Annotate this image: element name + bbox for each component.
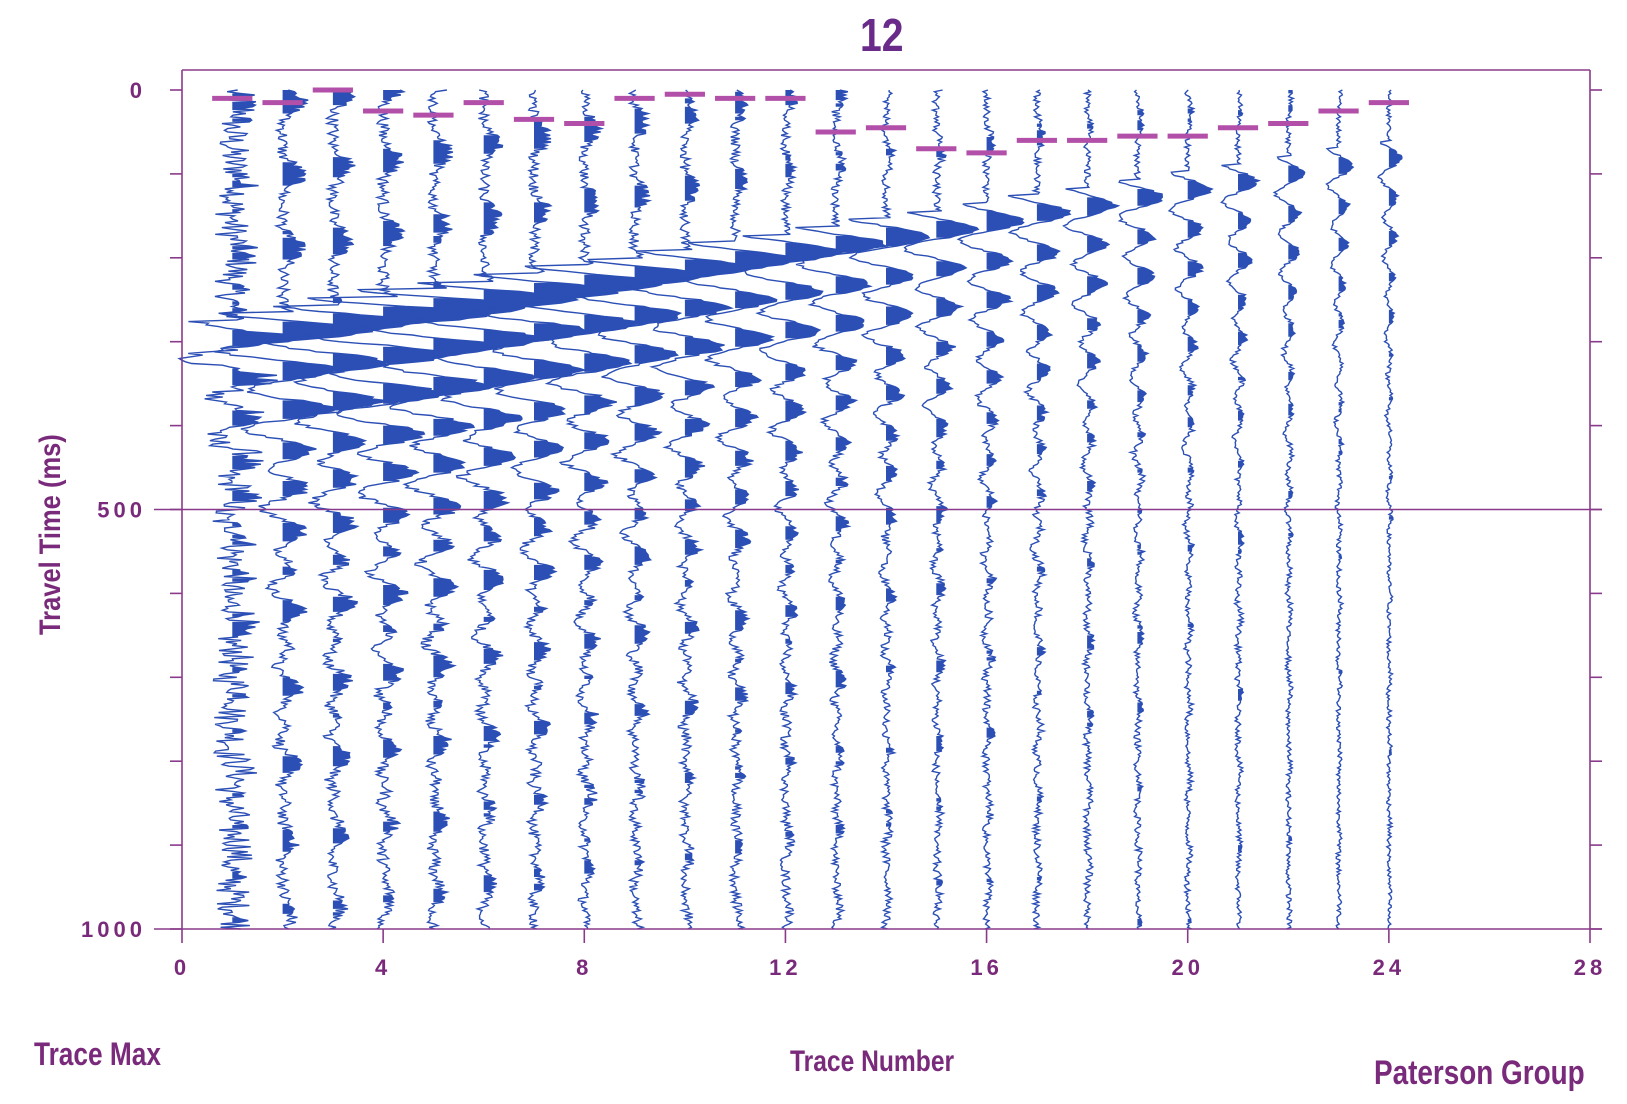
trace-15: [903, 89, 980, 930]
y-tick-label-1000: 1000: [81, 917, 146, 942]
axes-layer: 0 4 8 12 16 20 24 28 0 500 1000: [81, 69, 1606, 980]
x-tick-label-20: 20: [1171, 955, 1203, 980]
x-tick-label-16: 16: [970, 955, 1002, 980]
picks-layer: [212, 87, 1409, 156]
x-tick-label-8: 8: [576, 955, 592, 980]
trace-11: [685, 89, 798, 930]
trace-7: [467, 89, 621, 930]
y-tick-label-500: 500: [97, 498, 146, 523]
x-axis-label: Trace Number: [790, 1045, 955, 1078]
x-tick-label-28: 28: [1574, 955, 1606, 980]
y-tick-label-0: 0: [130, 78, 146, 103]
x-tick-label-4: 4: [375, 955, 391, 980]
trace-1: [177, 89, 296, 930]
chart-title: 12: [860, 9, 904, 61]
trace-6: [409, 89, 580, 929]
trace-max-label: Trace Max: [34, 1036, 161, 1072]
x-tick-label-0: 0: [174, 955, 190, 980]
paterson-group-label: Paterson Group: [1374, 1054, 1585, 1092]
x-tick-label-12: 12: [769, 955, 801, 980]
y-axis-label: Travel Time (ms): [34, 434, 67, 635]
x-tick-label-24: 24: [1373, 955, 1405, 980]
